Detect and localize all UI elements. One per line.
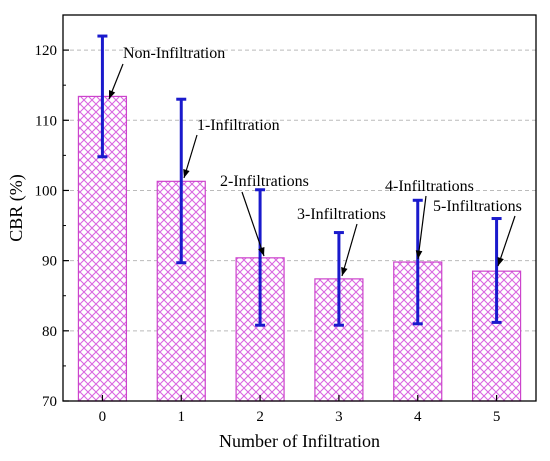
annotation-arrowhead <box>183 169 190 178</box>
annotation-arrowhead <box>258 247 265 256</box>
y-tick-label: 110 <box>35 113 57 129</box>
annotation-arrowhead <box>497 257 504 266</box>
annotation-label: 2-Infiltrations <box>220 173 309 190</box>
y-axis: 70 80 90 100 110 120 <box>35 43 69 410</box>
plot-frame <box>62 14 537 402</box>
bars-group <box>77 95 522 402</box>
annotation-arrow-line <box>417 195 427 260</box>
x-tick-label: 5 <box>493 409 501 425</box>
y-axis-title: CBR (%) <box>6 174 27 242</box>
x-tick-label: 1 <box>178 409 186 425</box>
annotation-arrow-line <box>241 191 265 257</box>
annotation-arrowhead <box>415 250 423 259</box>
y-tick-label: 90 <box>42 254 57 270</box>
annotation-label: 1-Infiltration <box>197 117 280 134</box>
error-bars-group <box>97 34 502 327</box>
x-axis-title: Number of Infiltration <box>219 431 380 451</box>
y-tick-label: 70 <box>42 394 57 410</box>
annotation-arrow-line <box>341 223 358 277</box>
grid-lines <box>63 49 536 332</box>
x-tick-label: 0 <box>99 409 107 425</box>
x-tick-label: 4 <box>414 409 422 425</box>
annotation-arrow-line <box>497 215 516 267</box>
annotation-arrowhead <box>341 267 348 276</box>
annotation-label: 5-Infiltrations <box>433 198 522 215</box>
x-tick-label: 2 <box>256 409 264 425</box>
y-tick-label: 120 <box>35 43 58 59</box>
x-axis: 0 1 2 3 4 5 <box>99 395 501 425</box>
annotation-label: Non-Infiltration <box>123 45 225 62</box>
y-tick-label: 100 <box>35 183 58 199</box>
annotation-label: 4-Infiltrations <box>385 178 474 195</box>
annotations-group: Non-Infiltration 1-Infiltration 2-Infiltra… <box>108 45 522 277</box>
annotation-label: 3-Infiltrations <box>297 206 386 223</box>
annotation-arrowhead <box>109 90 116 99</box>
x-tick-label: 3 <box>335 409 343 425</box>
y-tick-label: 80 <box>42 324 57 340</box>
